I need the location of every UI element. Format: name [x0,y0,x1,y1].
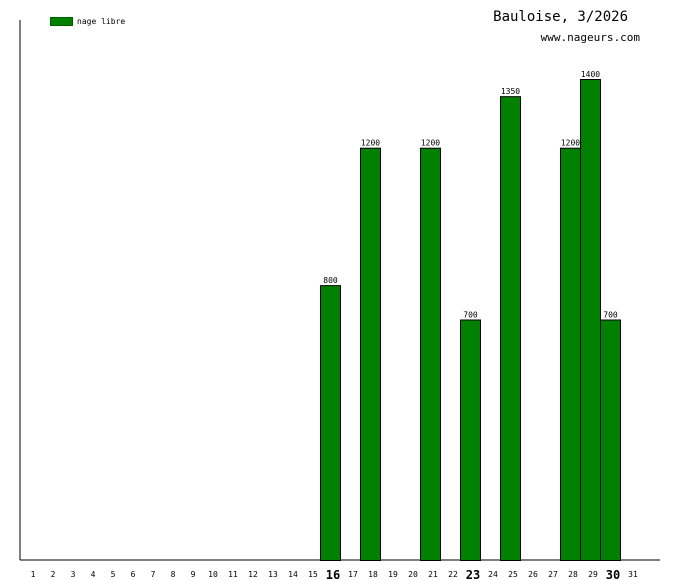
x-tick-label: 25 [508,570,518,579]
data-label: 1400 [581,70,600,79]
data-label: 1350 [501,87,520,96]
x-tick-label: 3 [71,570,76,579]
x-tick-label: 2 [51,570,56,579]
x-tick-label: 31 [628,570,638,579]
bar [580,79,601,561]
x-tick-label: 14 [288,570,298,579]
x-tick-label: 11 [228,570,238,579]
bar [360,147,381,561]
x-tick-label: 15 [308,570,318,579]
x-tick-label: 21 [428,570,438,579]
x-tick-label: 17 [348,570,358,579]
data-label: 700 [603,311,618,320]
data-label: 800 [323,276,338,285]
legend: nage libre [50,17,125,26]
data-label: 1200 [421,139,440,148]
x-tick-label: 8 [171,570,176,579]
legend-label: nage libre [77,17,126,26]
x-tick-label: 23 [466,568,480,580]
x-tick-label: 10 [208,570,218,579]
bar [600,319,621,561]
data-label: 700 [463,311,478,320]
x-tick-label: 30 [606,568,620,580]
x-tick-label: 5 [111,570,116,579]
chart-subtitle: www.nageurs.com [540,31,640,44]
x-tick-label: 20 [408,570,418,579]
bar [320,285,341,561]
x-tick-label: 29 [588,570,598,579]
x-tick-label: 1 [31,570,36,579]
legend-swatch [50,17,73,26]
x-tick-label: 24 [488,570,498,579]
x-tick-label: 7 [151,570,156,579]
x-tick-label: 27 [548,570,558,579]
x-tick-label: 19 [388,570,398,579]
x-tick-label: 9 [191,570,196,579]
bar [560,147,581,561]
bar [500,96,521,562]
data-label: 1200 [561,139,580,148]
chart-title: Bauloise, 3/2026 [493,9,628,25]
x-tick-label: 12 [248,570,258,579]
x-tick-label: 28 [568,570,578,579]
x-tick-label: 26 [528,570,538,579]
data-label: 1200 [361,139,380,148]
bar [460,319,481,561]
x-tick-label: 6 [131,570,136,579]
x-tick-label: 22 [448,570,458,579]
bar [420,147,441,561]
x-tick-label: 13 [268,570,278,579]
x-tick-label: 16 [326,568,340,580]
x-tick-label: 4 [91,570,96,579]
x-tick-label: 18 [368,570,378,579]
